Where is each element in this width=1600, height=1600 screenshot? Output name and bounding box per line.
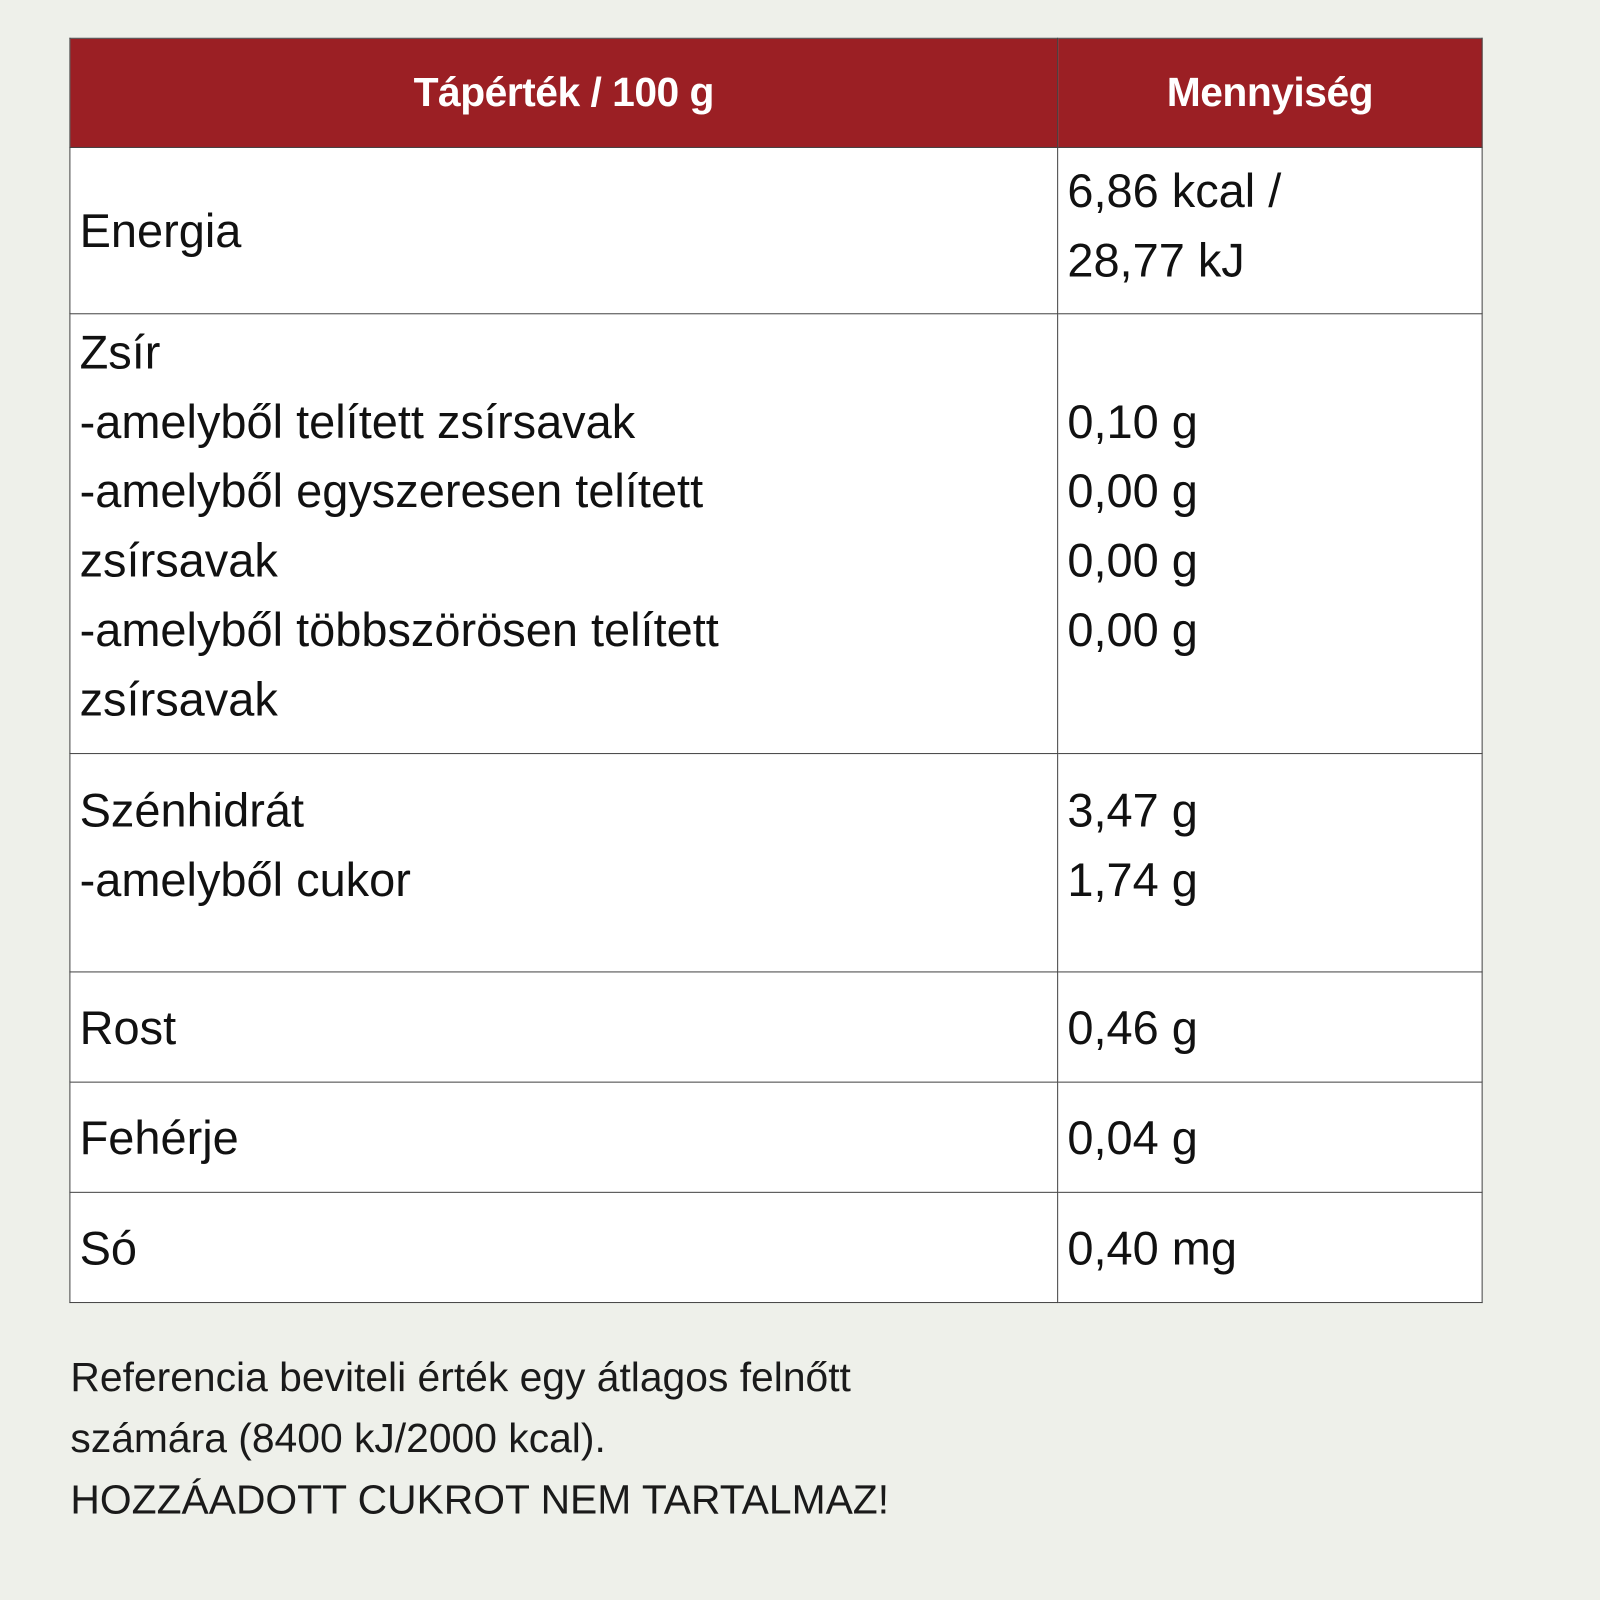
value-line: 3,47 g [1067, 783, 1198, 837]
nutrient-value: 0,46 g [1057, 971, 1483, 1083]
nutrient-value: 0,10 g 0,00 g 0,00 g 0,00 g [1057, 313, 1483, 755]
nutrient-value: 0,40 mg [1057, 1191, 1483, 1304]
nutrition-table: Tápérték / 100 g Mennyiség Energia 6,86 … [69, 37, 1483, 1304]
nutrient-value: 0,04 g [1057, 1081, 1483, 1193]
table-row: Fehérje 0,04 g [69, 1081, 1483, 1193]
note-line: számára (8400 kJ/2000 kcal). [70, 1416, 606, 1462]
label-line: -amelyből egyszeresen telített [79, 464, 704, 518]
value-line: 0,10 g [1067, 394, 1198, 448]
value-line: 0,00 g [1067, 533, 1198, 587]
value-line: 1,74 g [1067, 853, 1198, 907]
header-amount: Mennyiség [1057, 37, 1483, 148]
note-line: Referencia beviteli érték egy átlagos fe… [70, 1355, 851, 1400]
value-line [1067, 317, 1472, 386]
reference-note: Referencia beviteli érték egy átlagos fe… [70, 1347, 889, 1531]
no-added-sugar-note: HOZZÁADOTT CUKROT NEM TARTALMAZ! [70, 1477, 890, 1523]
value-line: 28,77 kJ [1067, 233, 1245, 287]
table-row: Rost 0,46 g [69, 971, 1483, 1083]
label-line: -amelyből telített zsírsavak [79, 394, 636, 448]
nutrient-label: Fehérje [69, 1081, 1059, 1193]
nutrient-value: 3,47 g 1,74 g [1057, 753, 1483, 973]
nutrient-label: Zsír -amelyből telített zsírsavak -amely… [69, 313, 1059, 755]
nutrient-label: Rost [69, 971, 1059, 1083]
nutrient-label: Szénhidrát -amelyből cukor [69, 753, 1059, 973]
header-nutrient: Tápérték / 100 g [69, 37, 1059, 148]
table-header-row: Tápérték / 100 g Mennyiség [69, 37, 1483, 148]
label-line: -amelyből többszörösen telített [79, 603, 719, 657]
value-line: 6,86 kcal / [1067, 164, 1282, 218]
label-line: Zsír [79, 325, 161, 379]
nutrient-value: 6,86 kcal / 28,77 kJ [1057, 146, 1483, 315]
table-row: Szénhidrát -amelyből cukor 3,47 g 1,74 g [69, 753, 1483, 973]
label-line: zsírsavak [79, 533, 278, 587]
value-line: 0,00 g [1067, 464, 1198, 518]
label-line: -amelyből cukor [79, 853, 411, 907]
value-line: 0,00 g [1067, 603, 1198, 657]
table-row: Zsír -amelyből telített zsírsavak -amely… [69, 313, 1483, 755]
table-row: Só 0,40 mg [69, 1191, 1483, 1304]
label-line: zsírsavak [79, 672, 278, 726]
table-row: Energia 6,86 kcal / 28,77 kJ [69, 146, 1483, 315]
label-line: Szénhidrát [79, 783, 304, 837]
nutrient-label: Só [69, 1191, 1059, 1304]
nutrient-label: Energia [69, 146, 1059, 315]
